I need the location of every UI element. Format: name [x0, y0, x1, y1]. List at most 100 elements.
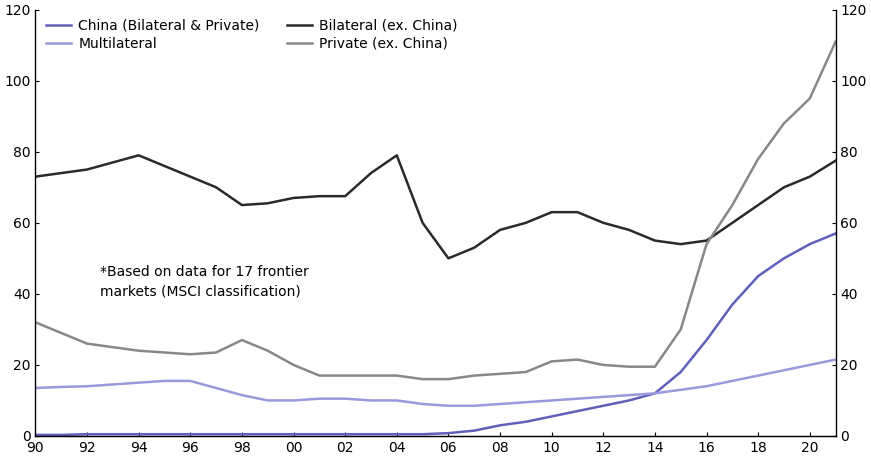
China (Bilateral & Private) [340, 431, 350, 437]
Private (ex. China) [650, 364, 660, 369]
Multilateral [82, 383, 92, 389]
Bilateral (ex. China) [624, 227, 634, 233]
Multilateral [572, 396, 583, 402]
Bilateral (ex. China) [417, 220, 428, 225]
Private (ex. China) [185, 352, 195, 357]
Multilateral [211, 385, 221, 391]
Line: China (Bilateral & Private): China (Bilateral & Private) [36, 234, 835, 435]
Bilateral (ex. China) [340, 193, 350, 199]
Private (ex. China) [30, 319, 41, 325]
Multilateral [237, 392, 247, 398]
Bilateral (ex. China) [779, 185, 789, 190]
Private (ex. China) [624, 364, 634, 369]
Bilateral (ex. China) [443, 256, 454, 261]
Bilateral (ex. China) [392, 152, 402, 158]
Private (ex. China) [572, 357, 583, 362]
Multilateral [830, 357, 841, 362]
China (Bilateral & Private) [701, 337, 712, 343]
China (Bilateral & Private) [572, 409, 583, 414]
China (Bilateral & Private) [82, 431, 92, 437]
Multilateral [546, 397, 557, 403]
Bilateral (ex. China) [366, 170, 376, 176]
Private (ex. China) [288, 362, 299, 368]
Private (ex. China) [159, 350, 170, 355]
Multilateral [314, 396, 325, 402]
Multilateral [133, 380, 144, 386]
Bilateral (ex. China) [598, 220, 609, 225]
China (Bilateral & Private) [779, 256, 789, 261]
Private (ex. China) [727, 202, 738, 208]
Multilateral [701, 383, 712, 389]
Private (ex. China) [366, 373, 376, 378]
Private (ex. China) [701, 241, 712, 247]
Multilateral [288, 397, 299, 403]
Private (ex. China) [521, 369, 531, 375]
Line: Bilateral (ex. China): Bilateral (ex. China) [36, 155, 835, 258]
Bilateral (ex. China) [30, 174, 41, 179]
Bilateral (ex. China) [262, 201, 273, 206]
Bilateral (ex. China) [753, 202, 763, 208]
China (Bilateral & Private) [650, 391, 660, 396]
Multilateral [624, 392, 634, 398]
China (Bilateral & Private) [392, 431, 402, 437]
Private (ex. China) [469, 373, 479, 378]
China (Bilateral & Private) [676, 369, 686, 375]
Bilateral (ex. China) [469, 245, 479, 251]
China (Bilateral & Private) [262, 431, 273, 437]
China (Bilateral & Private) [366, 431, 376, 437]
Private (ex. China) [676, 327, 686, 332]
China (Bilateral & Private) [546, 414, 557, 419]
China (Bilateral & Private) [56, 432, 66, 438]
Private (ex. China) [314, 373, 325, 378]
Multilateral [805, 362, 815, 368]
Private (ex. China) [830, 39, 841, 45]
Private (ex. China) [805, 96, 815, 101]
China (Bilateral & Private) [469, 428, 479, 433]
China (Bilateral & Private) [727, 302, 738, 307]
Bilateral (ex. China) [108, 160, 118, 165]
Private (ex. China) [133, 348, 144, 353]
Bilateral (ex. China) [701, 238, 712, 243]
Bilateral (ex. China) [288, 195, 299, 201]
Bilateral (ex. China) [805, 174, 815, 179]
Legend: China (Bilateral & Private), Multilateral, Bilateral (ex. China), Private (ex. C: China (Bilateral & Private), Multilatera… [46, 19, 458, 51]
China (Bilateral & Private) [495, 423, 505, 428]
Bilateral (ex. China) [830, 158, 841, 163]
Private (ex. China) [211, 350, 221, 355]
China (Bilateral & Private) [30, 432, 41, 438]
Private (ex. China) [495, 371, 505, 376]
Multilateral [676, 387, 686, 392]
Multilateral [495, 401, 505, 407]
Private (ex. China) [392, 373, 402, 378]
Bilateral (ex. China) [572, 209, 583, 215]
Multilateral [366, 397, 376, 403]
Multilateral [417, 401, 428, 407]
China (Bilateral & Private) [108, 431, 118, 437]
Private (ex. China) [237, 337, 247, 343]
Bilateral (ex. China) [185, 174, 195, 179]
Bilateral (ex. China) [82, 167, 92, 172]
China (Bilateral & Private) [624, 397, 634, 403]
Multilateral [469, 403, 479, 409]
Multilateral [30, 385, 41, 391]
China (Bilateral & Private) [443, 431, 454, 436]
Multilateral [650, 391, 660, 396]
Private (ex. China) [108, 344, 118, 350]
Bilateral (ex. China) [521, 220, 531, 225]
Multilateral [779, 368, 789, 373]
Private (ex. China) [56, 330, 66, 336]
China (Bilateral & Private) [830, 231, 841, 236]
Bilateral (ex. China) [546, 209, 557, 215]
China (Bilateral & Private) [159, 431, 170, 437]
Multilateral [443, 403, 454, 409]
China (Bilateral & Private) [753, 274, 763, 279]
Multilateral [392, 397, 402, 403]
Multilateral [598, 394, 609, 400]
Multilateral [753, 373, 763, 378]
China (Bilateral & Private) [185, 431, 195, 437]
Multilateral [521, 399, 531, 405]
Multilateral [340, 396, 350, 402]
China (Bilateral & Private) [417, 431, 428, 437]
Bilateral (ex. China) [727, 220, 738, 225]
Multilateral [108, 382, 118, 387]
